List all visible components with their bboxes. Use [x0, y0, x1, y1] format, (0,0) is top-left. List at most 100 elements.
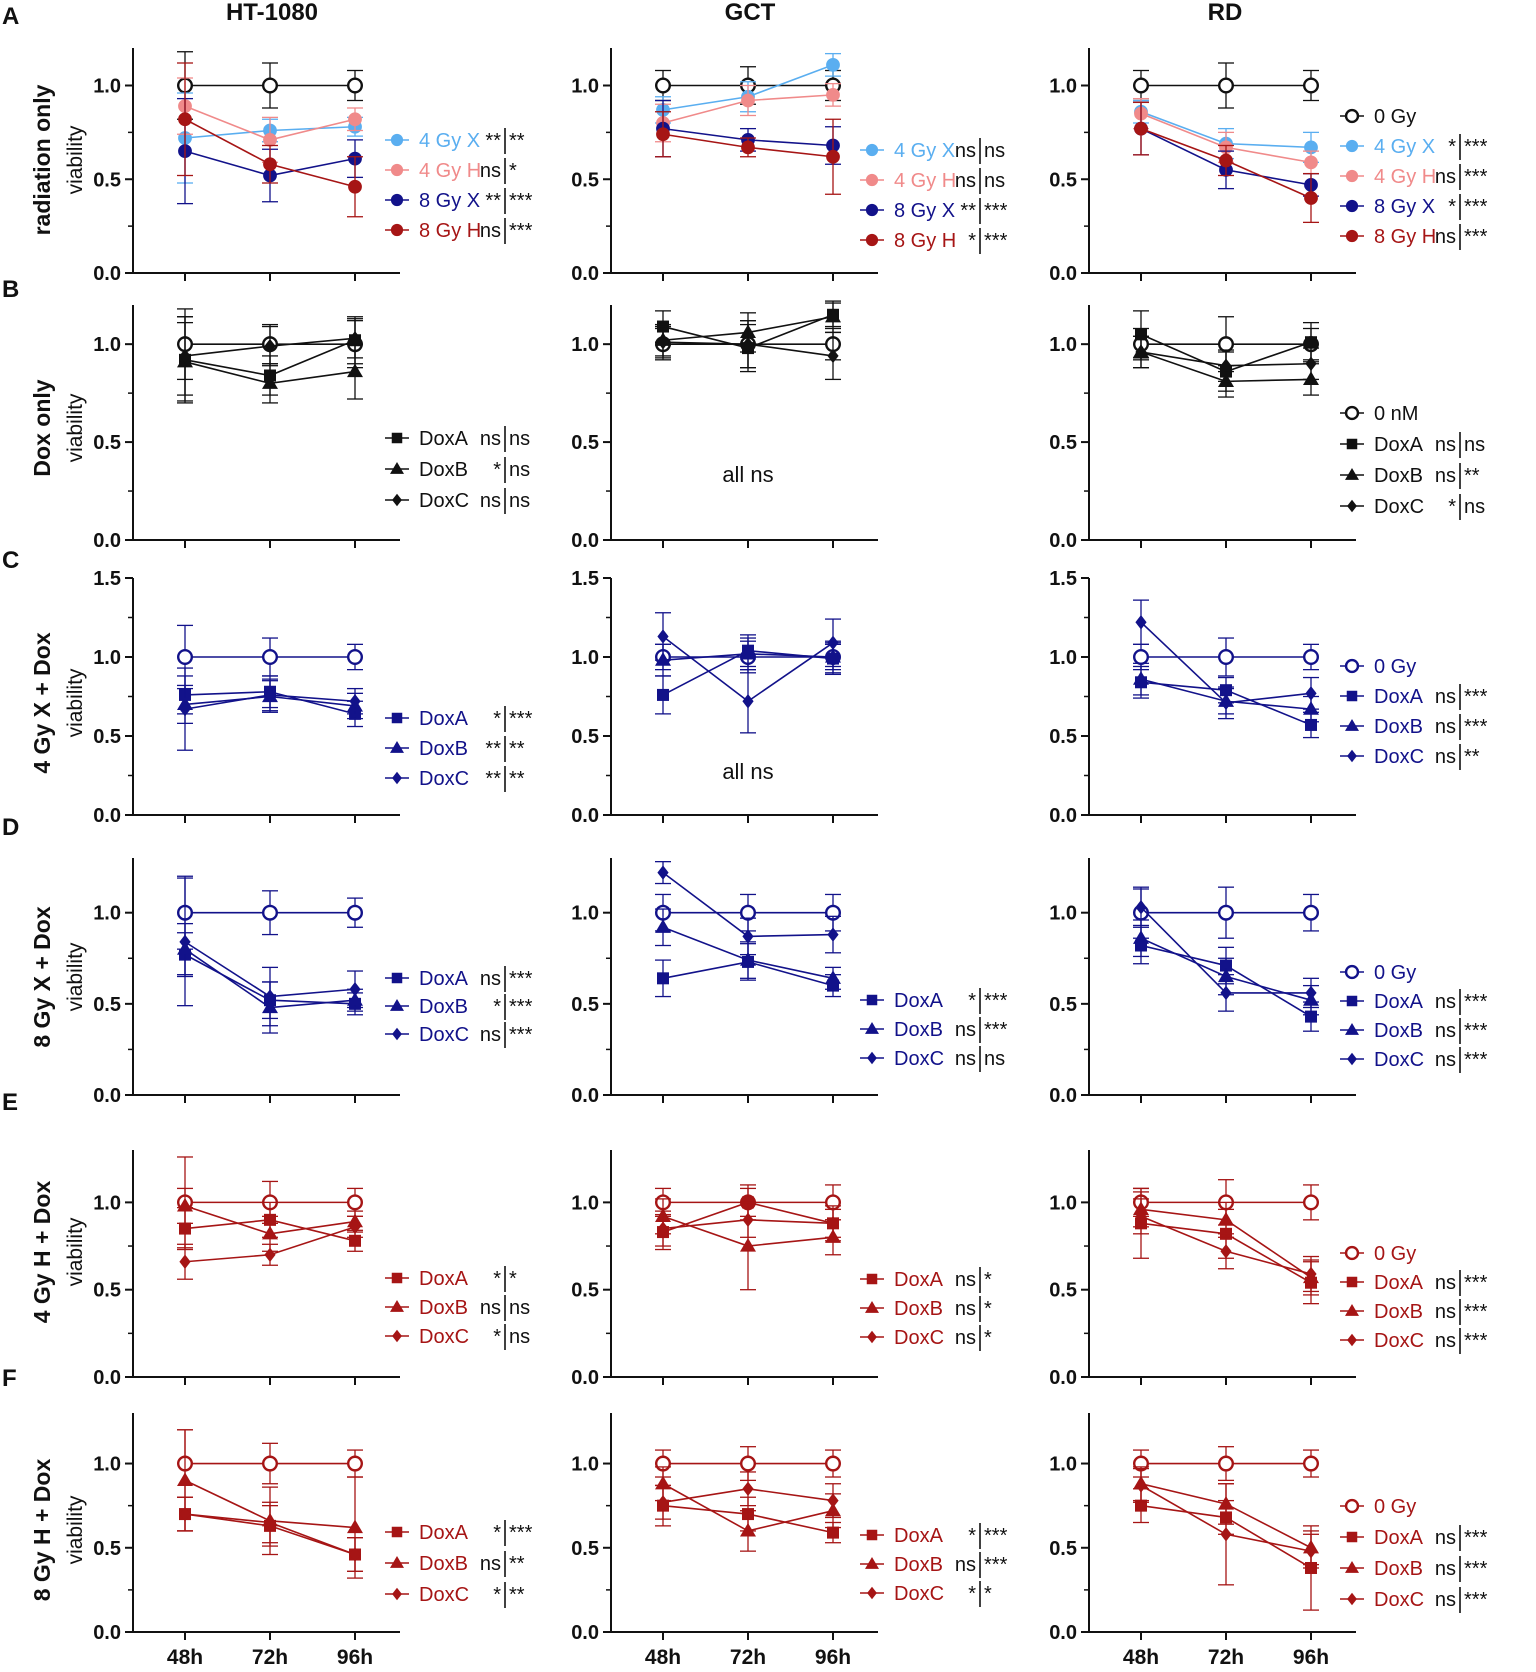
legend-sig-right: ***	[984, 230, 1008, 252]
y-tick-label: 1.0	[571, 903, 599, 925]
data-point	[1304, 155, 1318, 170]
data-point	[347, 77, 364, 94]
y-tick-label: 0.5	[1049, 1280, 1077, 1302]
legend-sig-right: ***	[984, 1019, 1008, 1041]
legend: DoxA * ***DoxB ns **DoxC * **	[385, 1520, 533, 1608]
row-ylabel-sub-a: viability	[64, 125, 87, 194]
legend-sig-left: ns	[1435, 166, 1456, 188]
y-tick-label: 0.0	[571, 1085, 599, 1107]
legend-sig-right: *	[509, 1268, 517, 1290]
data-point	[179, 701, 191, 717]
legend-sig-left: *	[493, 1584, 501, 1606]
data-point	[1135, 900, 1147, 915]
data-point	[826, 87, 840, 102]
legend-sig-right: ns	[984, 1048, 1005, 1070]
legend-label: 4 Gy X	[894, 140, 955, 162]
legend-sig-right: **	[509, 768, 525, 790]
data-point	[742, 929, 754, 944]
legend-marker	[1346, 690, 1358, 702]
legend-label: DoxB	[419, 996, 468, 1018]
y-tick-label: 1.0	[571, 334, 599, 356]
legend: DoxA * ***DoxB ** **DoxC ** **	[385, 706, 533, 792]
legend-sig-right: ***	[509, 708, 533, 730]
chart-panels: 0.0 0.5 1.0 4 Gy X ** **4 Gy Hns *8 Gy X ** ***8…	[93, 48, 1488, 1669]
legend-marker	[1345, 229, 1359, 243]
data-point	[826, 149, 840, 164]
legend-marker	[391, 1526, 403, 1538]
data-point	[1305, 356, 1317, 371]
data-point	[1135, 1209, 1147, 1224]
y-tick-label: 0.5	[571, 1538, 599, 1560]
data-point	[657, 972, 669, 985]
series-8-gy-h	[1133, 101, 1319, 224]
data-point	[1135, 1478, 1147, 1493]
legend-sig-left: *	[493, 459, 501, 481]
legend-sig-left: ns	[1435, 1272, 1456, 1294]
legend-sig-left: ns	[1435, 1049, 1456, 1071]
data-point	[349, 331, 361, 346]
data-point	[347, 1519, 363, 1534]
legend-sig-left: ns	[480, 428, 501, 450]
y-tick-label: 0.0	[1049, 1622, 1077, 1644]
legend-sig-right: ns	[984, 140, 1005, 162]
data-point	[1220, 695, 1232, 711]
legend-label: 4 Gy H	[419, 160, 481, 182]
legend-marker	[390, 999, 404, 1011]
data-point	[1305, 1010, 1317, 1023]
legend-sig-right: ns	[509, 490, 530, 512]
data-point	[262, 1225, 278, 1240]
legend-label: DoxA	[1374, 686, 1424, 708]
data-point	[1305, 1543, 1317, 1559]
data-point	[1217, 77, 1234, 94]
panel-d-rd: 0.0 0.5 1.0 0 Gy DoxA ns *** DoxB ns *** DoxC ns ***	[1049, 858, 1488, 1107]
panel-f-rd: 0.0 0.5 1.0 48h 72h 96h 0 Gy DoxA ns *** DoxB ns ***…	[1049, 1413, 1488, 1669]
legend-sig-left: ns	[1435, 1527, 1456, 1549]
data-point	[657, 1221, 669, 1236]
legend-sig-left: ns	[480, 1297, 501, 1319]
series-doxc	[177, 1496, 363, 1573]
legend-sig-left: ns	[955, 170, 976, 192]
data-point	[349, 1219, 361, 1235]
data-point	[264, 687, 276, 703]
data-point	[1133, 671, 1149, 685]
data-point	[1135, 344, 1147, 360]
y-tick-label: 0.5	[93, 1280, 121, 1302]
legend-sig-left: ns	[1435, 686, 1456, 708]
legend-sig-left: ns	[955, 1298, 976, 1320]
y-tick-label: 1.0	[93, 647, 121, 669]
legend: 0 Gy DoxA ns *** DoxB ns *** DoxC ns ***	[1340, 1496, 1488, 1613]
legend-sig-right: ***	[1464, 1330, 1488, 1352]
legend-marker	[865, 143, 879, 157]
column-title-ht1080: HT-1080	[226, 0, 318, 26]
legend-marker	[1344, 1245, 1360, 1261]
legend-sig-right: ***	[1464, 166, 1488, 188]
legend-marker	[866, 1529, 878, 1541]
data-point	[827, 1216, 839, 1231]
data-point	[1133, 930, 1149, 944]
data-point	[740, 952, 756, 966]
legend-label: 0 Gy	[1374, 1496, 1416, 1518]
data-point	[740, 904, 757, 921]
legend-sig-right: ns	[509, 1297, 530, 1319]
legend: 4 Gy X ** **4 Gy Hns *8 Gy X ** ***8 Gy Hns **…	[385, 128, 533, 244]
series-doxc	[177, 667, 363, 751]
y-tick-label: 0.5	[93, 1538, 121, 1560]
row-ylabel-a: radiation only	[29, 84, 55, 235]
y-tick-label: 0.5	[1049, 432, 1077, 454]
data-point	[742, 1212, 754, 1228]
legend-sig-right: ***	[1464, 1272, 1488, 1294]
legend-marker	[392, 1027, 402, 1041]
y-tick-label: 0.5	[93, 726, 121, 748]
legend-label: DoxC	[419, 1584, 469, 1606]
legend-marker	[390, 223, 404, 237]
y-tick-label: 0.5	[1049, 169, 1077, 191]
legend-sig-left: ns	[955, 1269, 976, 1291]
y-tick-label: 0.5	[571, 1280, 599, 1302]
legend-marker	[392, 1329, 402, 1343]
legend-marker	[1347, 749, 1357, 763]
y-tick-label: 1.0	[1049, 1454, 1077, 1476]
